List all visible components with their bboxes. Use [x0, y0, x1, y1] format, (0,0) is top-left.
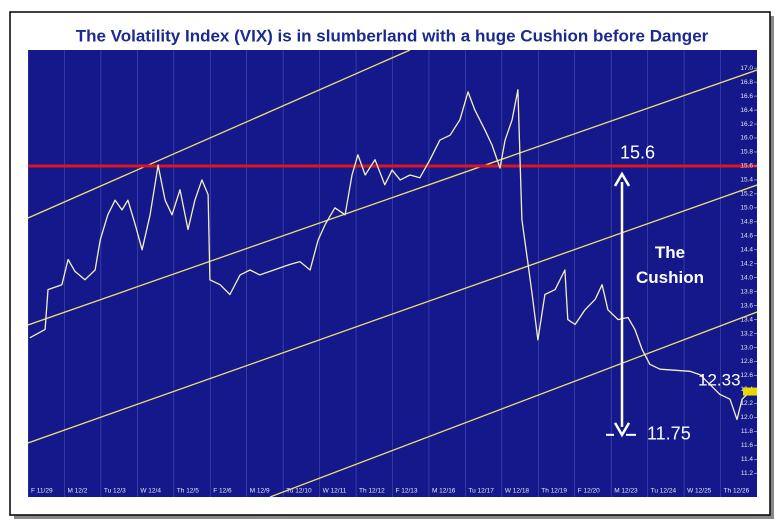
low-label: 11.75	[647, 424, 691, 444]
x-tick-label: W 12/11	[323, 488, 347, 495]
x-tick-label: W 12/18	[505, 488, 530, 495]
chart-title: The Volatility Index (VIX) is in slumber…	[76, 26, 709, 45]
y-tick-label: 14.6	[740, 233, 753, 240]
y-tick-label: 11.2	[741, 470, 754, 477]
y-tick-label: 16.0	[740, 135, 753, 142]
y-tick-label: 13.6	[740, 302, 753, 309]
x-tick-label: Tu 12/10	[286, 488, 312, 495]
x-tick-label: F 12/6	[213, 488, 232, 495]
x-tick-label: Th 12/5	[177, 488, 199, 495]
x-tick-label: M 12/23	[614, 488, 638, 495]
y-tick-label: 14.0	[740, 274, 753, 281]
x-tick-label: Th 12/19	[541, 488, 567, 495]
x-tick-label: M 12/9	[250, 488, 270, 495]
x-tick-label: M 12/2	[67, 488, 87, 495]
y-tick-label: 13.0	[740, 344, 753, 351]
x-tick-label: Th 12/12	[359, 488, 385, 495]
channel-line	[28, 50, 411, 219]
y-tick-label: 14.2	[740, 260, 753, 267]
y-tick-label: 15.8	[740, 149, 753, 156]
y-tick-label: 17.0	[740, 65, 753, 72]
y-tick-label: 16.6	[740, 93, 753, 100]
x-tick-label: W 12/25	[687, 488, 712, 495]
y-tick-label: 15.2	[740, 191, 753, 198]
y-tick-label: 14.4	[740, 246, 753, 253]
x-tick-label: Tu 12/17	[468, 488, 494, 495]
price-line	[29, 89, 751, 421]
last-price-tag	[743, 387, 757, 396]
y-tick-label: 14.8	[740, 219, 753, 226]
arrow-head	[613, 422, 631, 438]
y-tick-label: 16.8	[740, 79, 753, 86]
y-tick-label: 15.6	[740, 163, 753, 170]
y-tick-label: 11.4	[741, 456, 754, 463]
y-tick-label: 13.8	[740, 288, 753, 295]
y-tick-label: 11.8	[741, 428, 754, 435]
x-tick-label: F 12/13	[396, 488, 418, 495]
cushion-label: The Cushion	[636, 243, 704, 287]
y-tick-label: 13.4	[740, 316, 753, 323]
reference-label: 15.6	[620, 143, 655, 163]
y-tick-label: 12.0	[740, 414, 753, 421]
y-tick-label: 11.6	[741, 442, 754, 449]
marks	[28, 89, 757, 438]
channel-line	[269, 311, 757, 497]
trend-channel	[28, 50, 757, 497]
y-tick-label: 12.2	[740, 400, 753, 407]
y-tick-label: 12.8	[740, 358, 753, 365]
y-tick-label: 15.4	[740, 177, 753, 184]
channel-line	[28, 184, 757, 444]
x-tick-label: W 12/4	[140, 488, 161, 495]
x-tick-label: Th 12/26	[724, 488, 750, 495]
x-tick-label: F 12/20	[578, 488, 600, 495]
last-value-label: 12.33	[698, 370, 741, 389]
y-tick-label: 13.2	[740, 330, 753, 337]
x-tick-label: Tu 12/24	[651, 488, 677, 495]
x-tick-label: Tu 12/3	[104, 488, 126, 495]
arrow-head	[613, 171, 631, 187]
labels: 11.211.411.611.812.012.212.412.612.813.0…	[31, 65, 757, 495]
y-tick-label: 15.0	[740, 205, 753, 212]
y-tick-label: 16.2	[740, 121, 753, 128]
x-tick-label: F 11/29	[31, 488, 53, 495]
y-tick-label: 16.4	[740, 107, 753, 114]
channel-line	[28, 69, 757, 326]
y-tick-label: 12.6	[740, 372, 753, 379]
x-tick-label: M 12/16	[432, 488, 456, 495]
